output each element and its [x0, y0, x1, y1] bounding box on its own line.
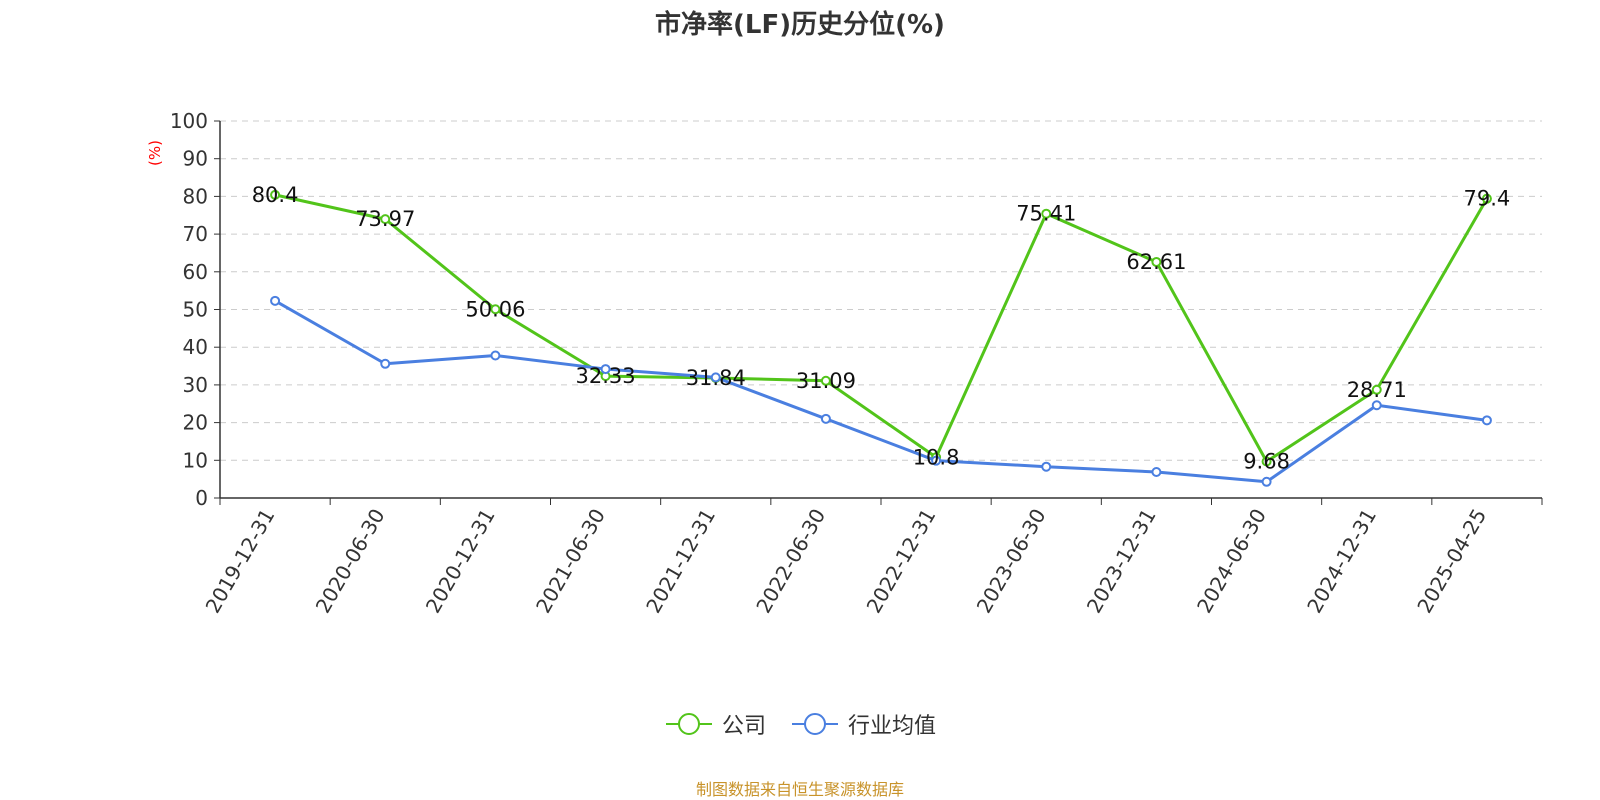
legend: 公司 行业均值 — [0, 708, 1600, 740]
legend-label: 行业均值 — [848, 714, 937, 739]
data-point — [710, 372, 721, 383]
series-lines — [270, 189, 1492, 487]
data-label: 50.06 — [465, 297, 525, 321]
data-point — [1041, 208, 1052, 219]
data-source-note: 制图数据来自恒生聚源数据库 — [695, 780, 904, 799]
data-point — [1261, 456, 1272, 467]
data-label: 31.09 — [796, 369, 856, 393]
data-label: 10.8 — [913, 445, 960, 469]
data-point — [931, 455, 942, 466]
data-label: 73.97 — [355, 207, 415, 231]
data-point — [1261, 476, 1272, 487]
data-point — [1041, 461, 1052, 472]
data-point — [1151, 256, 1162, 267]
legend-swatch-circle — [677, 713, 700, 735]
data-point — [380, 358, 391, 369]
x-tick-label: 2021-06-30 — [531, 505, 610, 618]
y-tick-label-40: 40 — [183, 335, 208, 359]
x-tick-label: 2021-12-31 — [641, 505, 720, 618]
x-tick-label: 2023-12-31 — [1082, 505, 1161, 618]
legend-label: 公司 — [721, 714, 766, 739]
data-point — [820, 413, 831, 424]
data-point — [490, 350, 501, 361]
y-tick-label-0: 0 — [195, 486, 208, 510]
series-line-0 — [274, 193, 1489, 464]
x-tick-label: 2019-12-31 — [201, 505, 280, 618]
data-label: 80.4 — [252, 183, 299, 207]
x-tick-label: 2020-12-31 — [421, 504, 500, 617]
data-point — [270, 295, 281, 306]
legend-swatch-icon — [665, 713, 712, 735]
y-tick-label-100: 100 — [170, 109, 208, 133]
x-tick-label: 2022-12-31 — [862, 504, 941, 617]
chart-title: 市净率(LF)历史分位(%) — [655, 10, 945, 40]
data-point — [1371, 384, 1382, 395]
line-chart: 0 10 20 30 40 50 60 70 80 90 100 2019-12-31 2020-06-… — [146, 109, 1543, 618]
legend-item-0[interactable]: 公司 — [664, 708, 766, 740]
data-point — [270, 189, 281, 200]
data-label: 9.68 — [1243, 450, 1290, 474]
x-tick-label: 2024-06-30 — [1192, 505, 1271, 618]
axes: 0 10 20 30 40 50 60 70 80 90 100 2019-12-31 2020-06-… — [170, 109, 1543, 618]
y-tick-label-30: 30 — [183, 373, 208, 397]
grid-lines — [220, 120, 1542, 461]
legend-swatch-icon — [792, 713, 838, 735]
data-point — [380, 214, 391, 225]
data-labels: 80.4 73.97 50.06 32.33 31.84 31.09 10.8 75.41 62… — [252, 183, 1511, 474]
y-tick-label-60: 60 — [183, 260, 208, 284]
data-point — [1371, 400, 1382, 411]
data-point — [1151, 466, 1162, 477]
data-label: 75.41 — [1016, 202, 1076, 226]
data-label: 32.33 — [576, 364, 636, 388]
x-tick-label: 2023-06-30 — [972, 505, 1051, 618]
x-tick-label: 2025-04-25 — [1412, 505, 1491, 618]
x-tick-label: 2024-12-31 — [1302, 505, 1381, 618]
legend-swatch-circle — [804, 713, 826, 735]
data-point — [1481, 415, 1492, 426]
y-tick-label-50: 50 — [183, 298, 208, 322]
y-tick-label-70: 70 — [183, 222, 208, 246]
data-label: 62.61 — [1126, 250, 1186, 274]
series-line-1 — [274, 299, 1488, 484]
x-tick-label: 2020-06-30 — [311, 505, 390, 618]
legend-item-1[interactable]: 行业均值 — [790, 708, 936, 740]
y-tick-label-80: 80 — [183, 184, 208, 208]
data-point — [1481, 193, 1492, 204]
y-tick-label-20: 20 — [183, 411, 208, 435]
data-point — [600, 364, 611, 375]
y-tick-label-90: 90 — [183, 147, 208, 171]
y-tick-label-10: 10 — [183, 448, 208, 472]
y-axis-label: (%) — [146, 140, 164, 166]
data-label: 79.4 — [1464, 187, 1511, 211]
x-tick-label: 2022-06-30 — [751, 505, 830, 618]
data-label: 28.71 — [1347, 378, 1407, 402]
data-point — [820, 375, 831, 386]
data-point — [490, 304, 501, 315]
data-label: 31.84 — [686, 366, 746, 390]
